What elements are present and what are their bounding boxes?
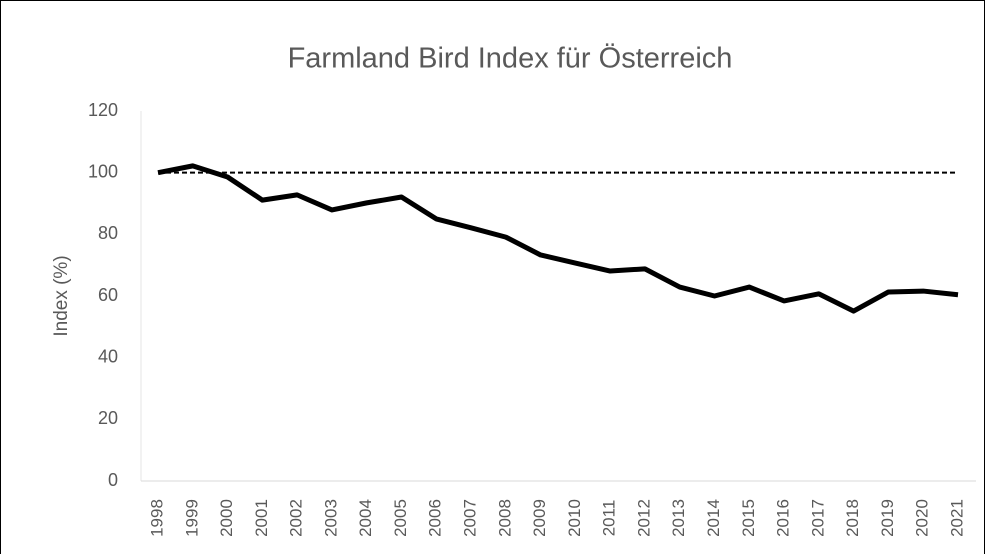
x-tick-label: 2008 bbox=[495, 499, 514, 537]
x-tick-label: 2014 bbox=[704, 499, 723, 537]
x-tick-label: 2020 bbox=[913, 499, 932, 537]
x-tick-label: 1999 bbox=[182, 499, 201, 537]
x-tick-label: 2004 bbox=[356, 499, 375, 537]
x-tick-label: 2011 bbox=[600, 500, 619, 537]
y-axis-label: Index (%) bbox=[51, 255, 72, 336]
x-tick-label: 2007 bbox=[461, 499, 480, 537]
x-tick-label: 2016 bbox=[774, 499, 793, 537]
y-tick-label: 80 bbox=[98, 223, 118, 243]
x-tick-label: 2003 bbox=[321, 499, 340, 537]
y-tick-label: 100 bbox=[88, 161, 118, 181]
x-tick-label: 2006 bbox=[426, 499, 445, 537]
data-line bbox=[157, 163, 959, 314]
x-tick-label: 2021 bbox=[947, 499, 966, 537]
x-tick-label: 2018 bbox=[843, 499, 862, 537]
x-tick-label: 2005 bbox=[391, 499, 410, 537]
x-tick-label: 2001 bbox=[252, 499, 271, 537]
y-tick-label: 40 bbox=[98, 346, 118, 366]
y-tick-label: 20 bbox=[98, 408, 118, 428]
y-tick-label: 0 bbox=[108, 470, 118, 490]
y-tick-label: 60 bbox=[98, 285, 118, 305]
x-tick-label: 2000 bbox=[217, 499, 236, 537]
x-tick-label: 2009 bbox=[530, 499, 549, 537]
chart-title: Farmland Bird Index für Österreich bbox=[288, 43, 733, 75]
x-tick-label: 2017 bbox=[808, 499, 827, 537]
y-tick-label: 120 bbox=[88, 100, 118, 120]
x-tick-label: 2013 bbox=[669, 499, 688, 537]
x-tick-label: 2015 bbox=[739, 499, 758, 537]
x-tick-label: 2019 bbox=[878, 499, 897, 537]
x-tick-label: 2012 bbox=[634, 499, 653, 537]
x-tick-label: 2002 bbox=[287, 499, 306, 537]
x-tick-label: 1998 bbox=[147, 499, 166, 537]
x-tick-label: 2010 bbox=[565, 499, 584, 537]
